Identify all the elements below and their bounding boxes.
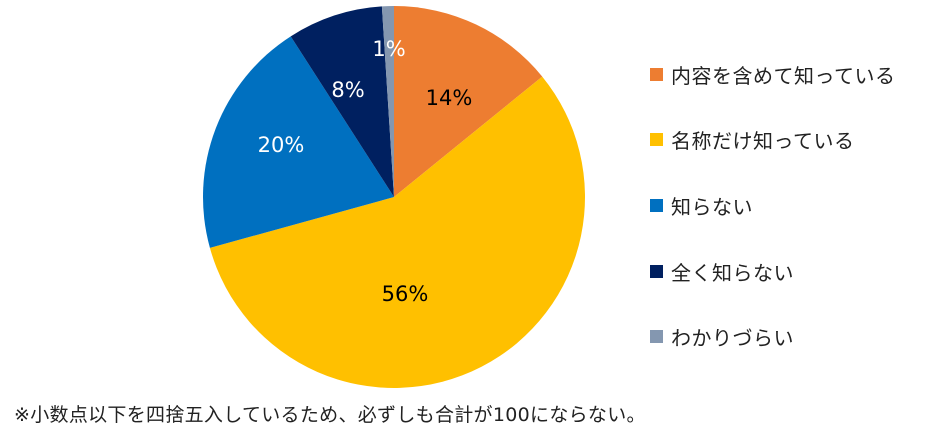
legend-swatch-icon [650, 198, 663, 212]
slice-dont-know-at-all [290, 6, 394, 197]
legend-item-know-content: 内容を含めて知っている [650, 62, 896, 88]
legend-swatch-icon [650, 329, 663, 343]
slice-value-label: 56% [382, 282, 429, 306]
slice-value-label: 20% [258, 133, 305, 157]
legend-item-dont-know-at-all: 全く知らない [650, 259, 794, 285]
slice-unclear [381, 6, 394, 197]
legend-swatch-icon [650, 132, 663, 146]
legend-label: 知らない [671, 194, 753, 219]
legend-label: 名称だけ知っている [671, 128, 855, 153]
slice-value-label: 8% [331, 78, 364, 102]
legend-label: 内容を含めて知っている [671, 63, 896, 88]
legend-label: 全く知らない [671, 260, 794, 285]
slice-value-label: 1% [372, 37, 405, 61]
pie-chart: 14% 56% 20% 8% 1% [202, 6, 586, 389]
legend-swatch-icon [650, 264, 663, 278]
legend-item-know-name-only: 名称だけ知っている [650, 127, 855, 153]
legend-label: わかりづらい [671, 325, 794, 350]
legend-item-dont-know: 知らない [650, 193, 753, 219]
footnote: ※小数点以下を四捨五入しているため、必ずしも合計が100にならない。 [14, 404, 646, 426]
legend-swatch-icon [650, 67, 663, 81]
slice-dont-know [202, 36, 394, 248]
slice-know-name-only [209, 76, 586, 389]
slice-know-content [394, 6, 543, 197]
legend-item-unclear: わかりづらい [650, 324, 794, 350]
slice-value-label: 14% [426, 86, 473, 110]
